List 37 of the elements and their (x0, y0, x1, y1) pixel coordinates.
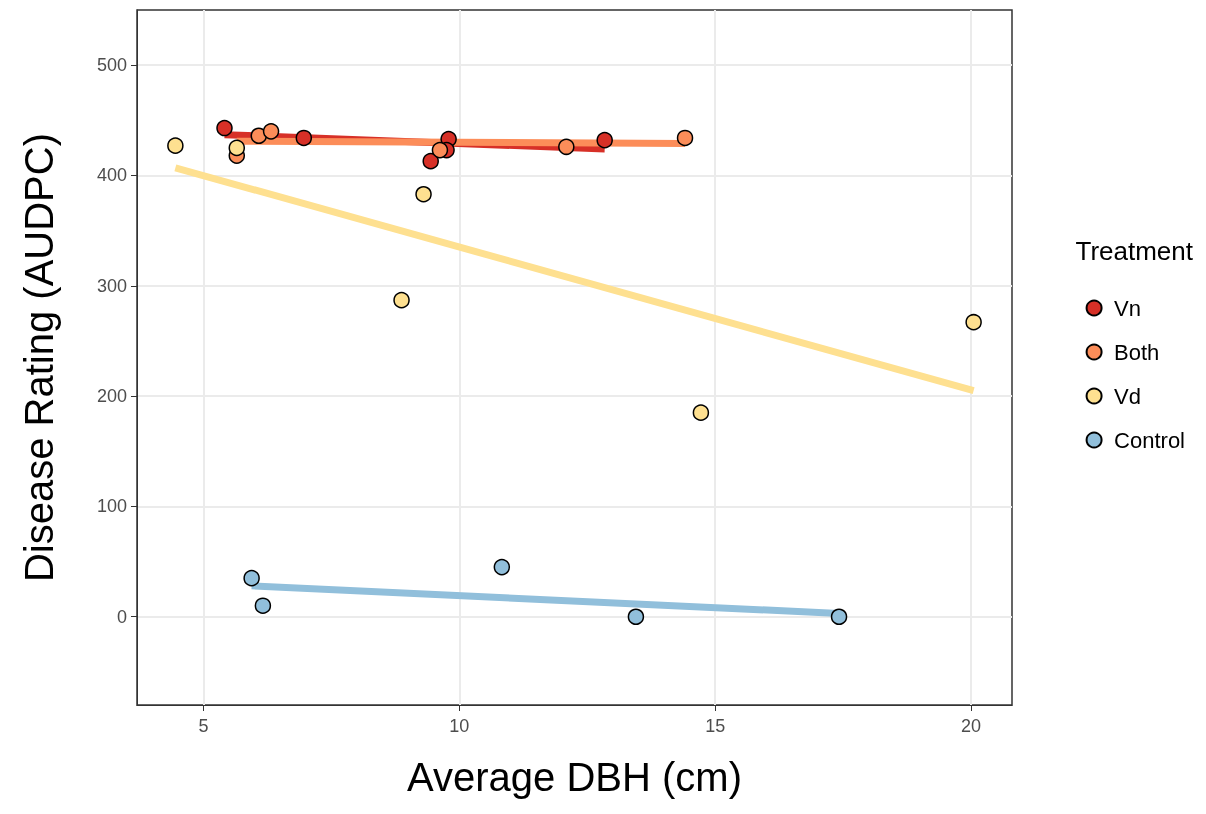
legend-label: Vd (1114, 383, 1141, 409)
y-tick-label: 200 (96, 386, 127, 407)
point (254, 597, 272, 614)
legend-label: Control (1114, 427, 1185, 453)
y-tick-label: 100 (96, 496, 127, 517)
point (676, 129, 694, 147)
point (228, 139, 246, 157)
y-tick-label: 0 (116, 606, 127, 627)
point (692, 404, 710, 421)
point (431, 141, 449, 159)
point (596, 131, 613, 149)
y-axis-title: Disease Rating (AUDPC) (17, 132, 61, 583)
x-axis-title: Average DBH (cm) (407, 755, 742, 799)
legend-title: Treatment (1075, 236, 1194, 266)
point (558, 138, 575, 156)
point (422, 152, 439, 170)
legend-label: Both (1114, 339, 1160, 365)
point (415, 185, 432, 203)
point (493, 558, 511, 576)
point (243, 569, 260, 587)
point (250, 127, 268, 145)
y-tick-label: 300 (96, 275, 127, 296)
x-tick-label: 15 (705, 716, 726, 736)
y-tick-label: 400 (96, 165, 127, 186)
legend-label: Vn (1114, 295, 1141, 321)
point (262, 123, 280, 140)
point (627, 608, 645, 625)
point (295, 129, 313, 147)
x-tick-label: 10 (449, 716, 470, 736)
point (393, 291, 410, 309)
y-tick-label: 500 (96, 55, 127, 76)
point (830, 608, 848, 625)
x-tick-label: 5 (198, 716, 209, 736)
x-tick-label: 20 (961, 716, 982, 736)
point (167, 137, 184, 154)
point (965, 313, 982, 331)
point (216, 119, 233, 137)
